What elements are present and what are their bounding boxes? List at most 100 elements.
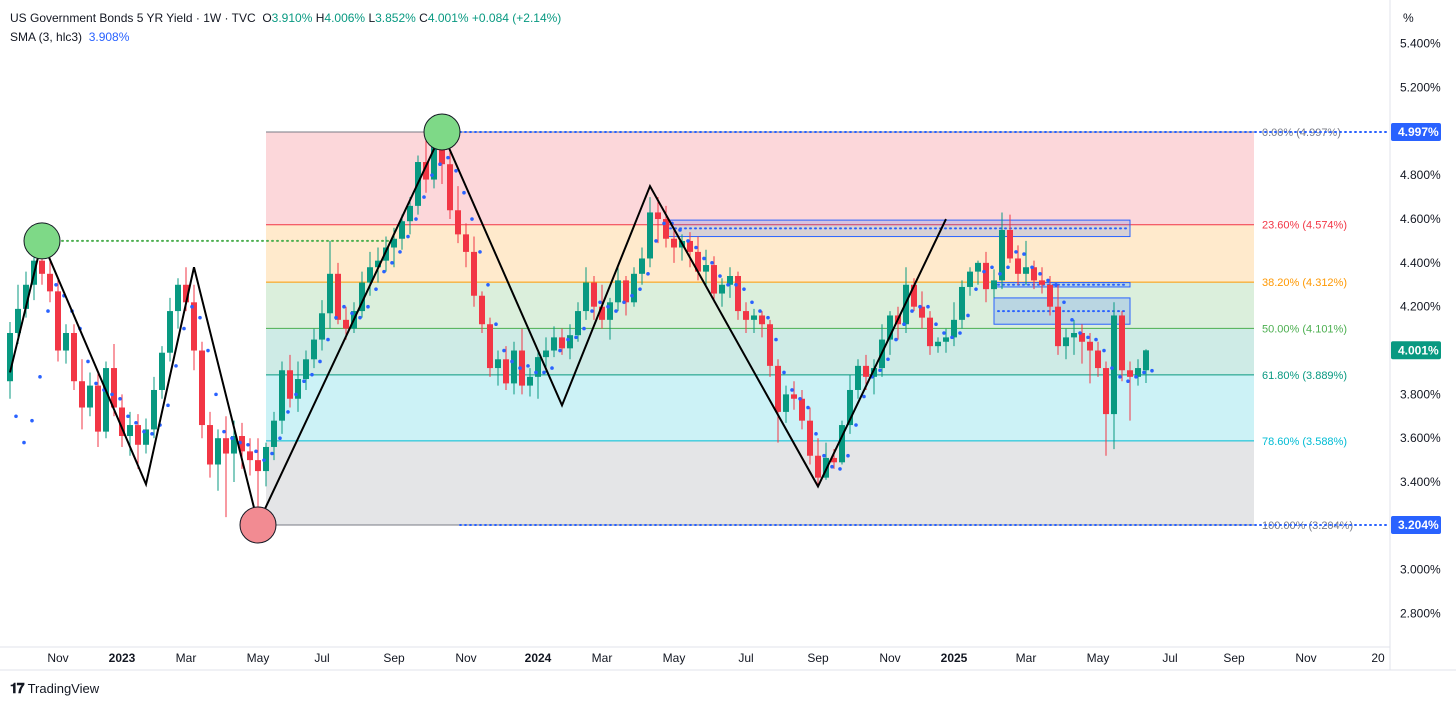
candle-body[interactable] bbox=[1023, 267, 1029, 274]
candle-body[interactable] bbox=[887, 315, 893, 340]
candle-body[interactable] bbox=[871, 368, 877, 377]
candle-body[interactable] bbox=[79, 381, 85, 408]
candle-body[interactable] bbox=[503, 359, 509, 384]
candle-body[interactable] bbox=[247, 451, 253, 461]
candle-body[interactable] bbox=[615, 280, 621, 303]
pivot-low-marker[interactable] bbox=[239, 506, 277, 544]
candle-body[interactable] bbox=[719, 284, 725, 294]
candle-body[interactable] bbox=[1007, 229, 1013, 259]
candle-body[interactable] bbox=[535, 357, 541, 377]
candle-body[interactable] bbox=[1055, 306, 1061, 347]
candle-body[interactable] bbox=[87, 385, 93, 408]
candle-body[interactable] bbox=[175, 284, 181, 312]
candle-body[interactable] bbox=[471, 251, 477, 296]
candle-body[interactable] bbox=[703, 265, 709, 272]
candle-body[interactable] bbox=[47, 273, 53, 292]
candle-body[interactable] bbox=[1047, 284, 1053, 307]
candle-body[interactable] bbox=[687, 240, 693, 252]
candle-body[interactable] bbox=[231, 436, 237, 454]
candle-body[interactable] bbox=[911, 284, 917, 307]
candle-body[interactable] bbox=[583, 282, 589, 312]
candle-body[interactable] bbox=[735, 276, 741, 312]
candle-body[interactable] bbox=[383, 247, 389, 261]
candle-body[interactable] bbox=[727, 276, 733, 285]
candle-body[interactable] bbox=[839, 425, 845, 463]
candle-body[interactable] bbox=[1015, 258, 1021, 274]
candle-body[interactable] bbox=[495, 359, 501, 369]
candle-body[interactable] bbox=[223, 438, 229, 454]
candle-body[interactable] bbox=[327, 273, 333, 314]
candle-body[interactable] bbox=[695, 251, 701, 272]
candle-body[interactable] bbox=[167, 311, 173, 353]
candle-body[interactable] bbox=[991, 280, 997, 290]
pivot-high-marker[interactable] bbox=[23, 222, 61, 260]
candle-body[interactable] bbox=[967, 271, 973, 287]
candle-body[interactable] bbox=[631, 273, 637, 303]
candle-body[interactable] bbox=[943, 337, 949, 342]
candle-body[interactable] bbox=[847, 389, 853, 426]
candle-body[interactable] bbox=[935, 341, 941, 347]
pivot-high-marker[interactable] bbox=[423, 113, 461, 151]
candle-body[interactable] bbox=[191, 302, 197, 351]
candle-body[interactable] bbox=[183, 284, 189, 303]
candle-body[interactable] bbox=[407, 205, 413, 222]
candle-body[interactable] bbox=[663, 219, 669, 239]
candle-body[interactable] bbox=[711, 265, 717, 294]
candle-body[interactable] bbox=[1127, 370, 1133, 377]
candle-body[interactable] bbox=[639, 258, 645, 274]
candle-body[interactable] bbox=[423, 162, 429, 180]
candle-body[interactable] bbox=[655, 212, 661, 220]
candle-body[interactable] bbox=[591, 282, 597, 307]
candle-body[interactable] bbox=[111, 368, 117, 408]
candle-body[interactable] bbox=[63, 332, 69, 351]
candle-body[interactable] bbox=[95, 385, 101, 432]
candle-body[interactable] bbox=[1071, 332, 1077, 338]
candle-body[interactable] bbox=[559, 337, 565, 349]
candle-body[interactable] bbox=[511, 350, 517, 384]
candle-body[interactable] bbox=[767, 324, 773, 366]
candle-body[interactable] bbox=[463, 234, 469, 252]
candle-body[interactable] bbox=[159, 352, 165, 390]
candle-body[interactable] bbox=[751, 315, 757, 320]
candle-body[interactable] bbox=[343, 319, 349, 329]
candle-body[interactable] bbox=[575, 311, 581, 336]
candle-body[interactable] bbox=[775, 365, 781, 412]
candle-body[interactable] bbox=[399, 221, 405, 239]
candle-body[interactable] bbox=[1063, 337, 1069, 347]
sma-label[interactable]: SMA (3, hlc3) bbox=[10, 30, 83, 44]
candle-body[interactable] bbox=[647, 212, 653, 259]
candle-body[interactable] bbox=[127, 425, 133, 437]
candle-body[interactable] bbox=[319, 313, 325, 340]
candle-body[interactable] bbox=[759, 315, 765, 325]
candle-body[interactable] bbox=[815, 455, 821, 478]
candle-body[interactable] bbox=[439, 142, 445, 165]
candle-body[interactable] bbox=[1143, 350, 1149, 371]
candle-body[interactable] bbox=[983, 262, 989, 290]
candle-body[interactable] bbox=[919, 306, 925, 318]
candle-body[interactable] bbox=[391, 238, 397, 248]
candle-body[interactable] bbox=[287, 370, 293, 399]
candle-body[interactable] bbox=[271, 420, 277, 447]
candle-body[interactable] bbox=[279, 370, 285, 421]
candle-body[interactable] bbox=[7, 332, 13, 382]
candle-body[interactable] bbox=[199, 350, 205, 426]
candle-body[interactable] bbox=[1103, 368, 1109, 415]
candle-body[interactable] bbox=[551, 337, 557, 351]
candle-body[interactable] bbox=[215, 438, 221, 465]
candle-body[interactable] bbox=[783, 394, 789, 412]
candle-body[interactable] bbox=[119, 407, 125, 437]
candle-body[interactable] bbox=[359, 282, 365, 312]
candle-body[interactable] bbox=[951, 319, 957, 338]
candle-body[interactable] bbox=[479, 295, 485, 325]
candle-body[interactable] bbox=[831, 457, 837, 463]
candle-body[interactable] bbox=[311, 339, 317, 360]
candle-body[interactable] bbox=[143, 429, 149, 445]
candle-body[interactable] bbox=[335, 273, 341, 320]
candle-body[interactable] bbox=[799, 398, 805, 421]
candle-body[interactable] bbox=[863, 365, 869, 377]
candle-body[interactable] bbox=[375, 260, 381, 268]
candle-body[interactable] bbox=[1079, 332, 1085, 342]
candle-body[interactable] bbox=[23, 284, 29, 309]
candle-body[interactable] bbox=[239, 436, 245, 452]
